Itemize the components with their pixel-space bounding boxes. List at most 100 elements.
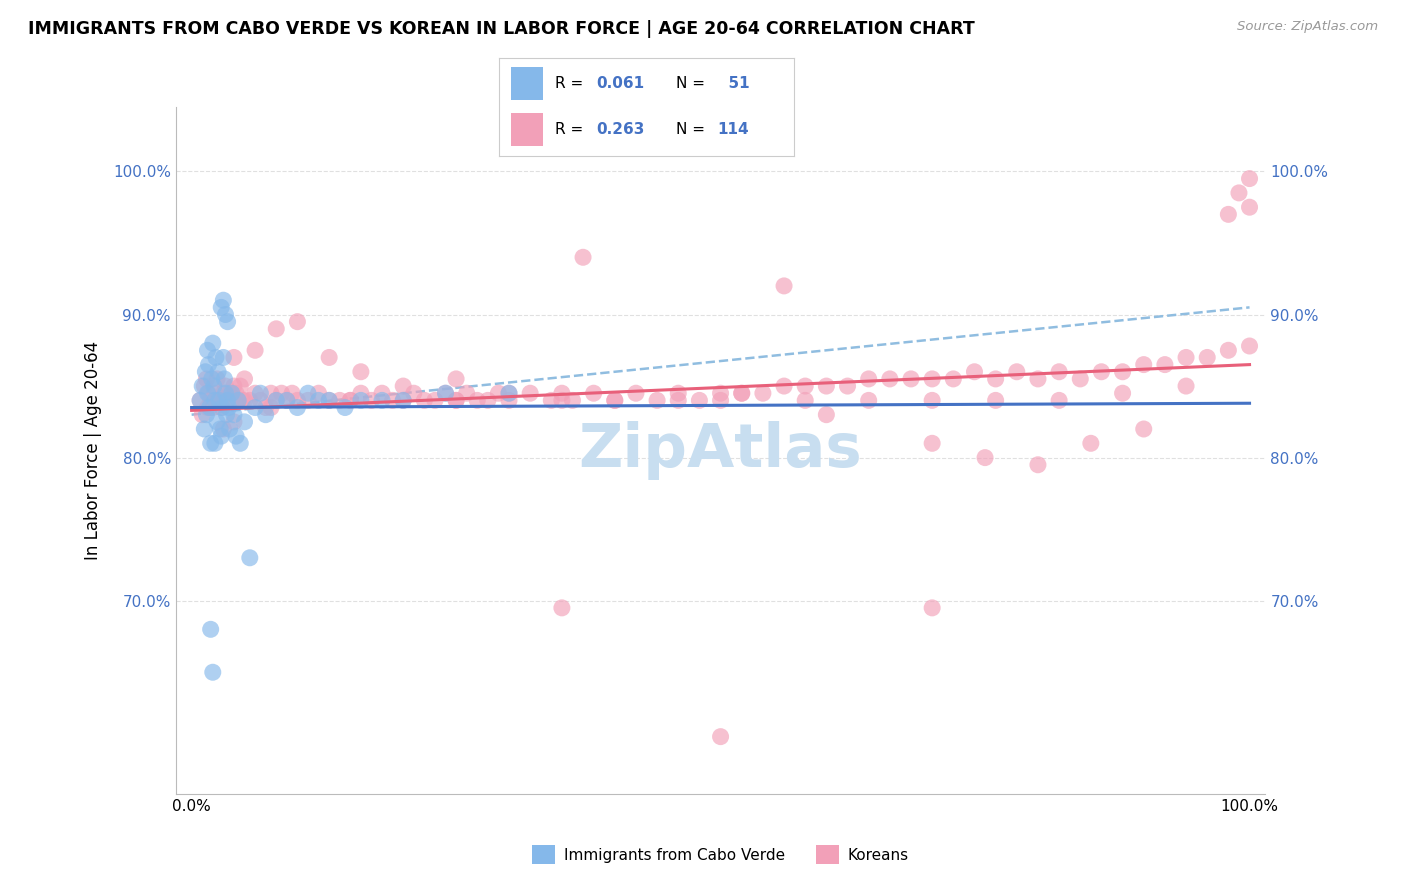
Point <box>254 408 277 422</box>
Point <box>225 429 247 443</box>
Point <box>222 408 245 422</box>
Point <box>392 393 415 408</box>
Point <box>214 379 236 393</box>
Point <box>731 386 754 401</box>
Point <box>222 415 245 429</box>
Point <box>1175 379 1198 393</box>
Point <box>200 393 222 408</box>
Point <box>260 401 283 415</box>
Point <box>226 393 249 408</box>
Point <box>1239 200 1261 214</box>
Point <box>381 393 404 408</box>
Point <box>498 393 520 408</box>
Point <box>318 351 340 365</box>
Point <box>1239 339 1261 353</box>
Point <box>212 386 235 401</box>
Point <box>773 279 796 293</box>
Point <box>217 393 239 408</box>
Point <box>879 372 901 386</box>
Point <box>229 436 252 450</box>
Point <box>212 293 235 308</box>
Text: 0.263: 0.263 <box>596 122 645 137</box>
Point <box>207 393 229 408</box>
Text: 0.061: 0.061 <box>596 76 645 91</box>
Point <box>211 401 233 415</box>
Point <box>1227 186 1250 200</box>
Point <box>204 386 226 401</box>
Point <box>197 386 219 401</box>
Point <box>498 386 520 401</box>
Text: 51: 51 <box>717 76 749 91</box>
Point <box>287 315 309 329</box>
Point <box>222 351 245 365</box>
Point <box>195 408 218 422</box>
Point <box>350 393 373 408</box>
Point <box>710 386 733 401</box>
Point <box>444 372 467 386</box>
Point <box>225 386 247 401</box>
Point <box>1005 365 1028 379</box>
Point <box>339 393 361 408</box>
Point <box>297 386 319 401</box>
Point <box>209 422 232 436</box>
Point <box>921 436 943 450</box>
Y-axis label: In Labor Force | Age 20-64: In Labor Force | Age 20-64 <box>84 341 101 560</box>
Point <box>191 408 214 422</box>
Point <box>214 372 236 386</box>
Point <box>221 386 243 401</box>
Point <box>229 379 252 393</box>
Point <box>984 393 1007 408</box>
Point <box>1154 358 1177 372</box>
Point <box>209 301 232 315</box>
Text: ZipAtlas: ZipAtlas <box>579 421 862 480</box>
Point <box>1218 343 1240 358</box>
Point <box>208 393 231 408</box>
Point <box>200 436 222 450</box>
Point <box>551 386 574 401</box>
Point <box>201 336 224 351</box>
Point <box>239 393 262 408</box>
Point <box>264 322 287 336</box>
Point <box>318 393 340 408</box>
Point <box>264 393 287 408</box>
FancyBboxPatch shape <box>510 113 543 146</box>
Point <box>456 386 478 401</box>
Point <box>921 600 943 615</box>
Point <box>188 393 211 408</box>
Point <box>329 393 352 408</box>
Point <box>402 386 425 401</box>
Text: N =: N = <box>676 122 710 137</box>
Point <box>444 393 467 408</box>
Point <box>921 372 943 386</box>
Point <box>1239 171 1261 186</box>
Point <box>201 665 224 680</box>
Point <box>350 365 373 379</box>
Point <box>477 393 499 408</box>
Point <box>498 386 520 401</box>
Point <box>231 393 253 408</box>
Point <box>603 393 626 408</box>
Point <box>264 393 287 408</box>
Point <box>217 315 239 329</box>
Point <box>218 401 240 415</box>
Point <box>360 393 382 408</box>
Point <box>281 386 304 401</box>
Point <box>276 393 298 408</box>
Point <box>207 365 229 379</box>
Point <box>371 386 394 401</box>
Point <box>551 393 574 408</box>
Point <box>465 393 488 408</box>
Point <box>287 393 309 408</box>
Point <box>198 401 221 415</box>
Point <box>561 393 583 408</box>
Point <box>287 401 309 415</box>
Point <box>209 429 232 443</box>
Point <box>974 450 997 465</box>
Point <box>249 386 271 401</box>
Text: N =: N = <box>676 76 710 91</box>
Point <box>350 386 373 401</box>
Point <box>193 379 215 393</box>
Point <box>218 422 240 436</box>
Point <box>201 372 224 386</box>
Point <box>260 386 283 401</box>
